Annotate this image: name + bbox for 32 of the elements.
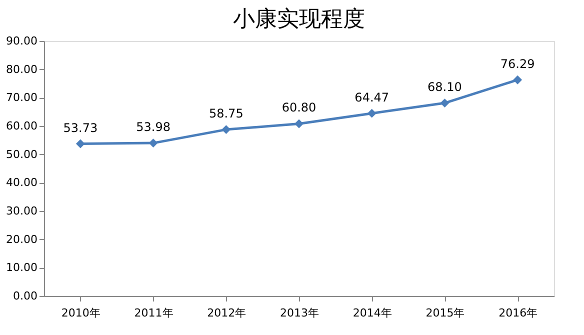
point xyxy=(222,125,231,134)
y-tick-label: 70.00 xyxy=(6,91,38,104)
data-label: 53.73 xyxy=(63,120,98,135)
point xyxy=(294,119,304,128)
x-tick-label: 2013年 xyxy=(280,306,319,320)
data-label: 76.29 xyxy=(500,56,535,71)
data-label: 68.10 xyxy=(428,80,462,94)
x-tick-label: 2016年 xyxy=(498,306,538,320)
chart-title: 小康实现程度 xyxy=(233,7,365,32)
data-label: 53.98 xyxy=(136,120,170,134)
data-label: 64.47 xyxy=(354,90,390,104)
data-label: 60.80 xyxy=(282,100,316,115)
data-label: 58.75 xyxy=(208,106,244,121)
y-tick-label: 20.00 xyxy=(6,232,38,246)
point xyxy=(76,139,85,148)
x-tick-label: 2012年 xyxy=(207,306,246,320)
y-tick-label: 60.00 xyxy=(6,120,38,132)
y-tick-label: 40.00 xyxy=(6,176,38,190)
y-tick-label: 50.00 xyxy=(6,148,38,161)
point xyxy=(513,75,522,84)
point xyxy=(367,108,376,118)
y-tick-label: 0.00 xyxy=(13,290,38,302)
point xyxy=(440,98,450,108)
y-tick-label: 80.00 xyxy=(6,62,38,76)
x-tick-label: 2011年 xyxy=(134,306,174,320)
x-tick-label: 2015年 xyxy=(426,306,465,320)
y-tick-label: 30.00 xyxy=(6,204,38,218)
x-tick-label: 2014年 xyxy=(352,306,392,320)
y-tick-label: 90.00 xyxy=(6,34,38,48)
y-tick-label: 10.00 xyxy=(6,261,38,274)
point xyxy=(148,138,158,148)
x-tick-label: 2010年 xyxy=(61,306,100,320)
